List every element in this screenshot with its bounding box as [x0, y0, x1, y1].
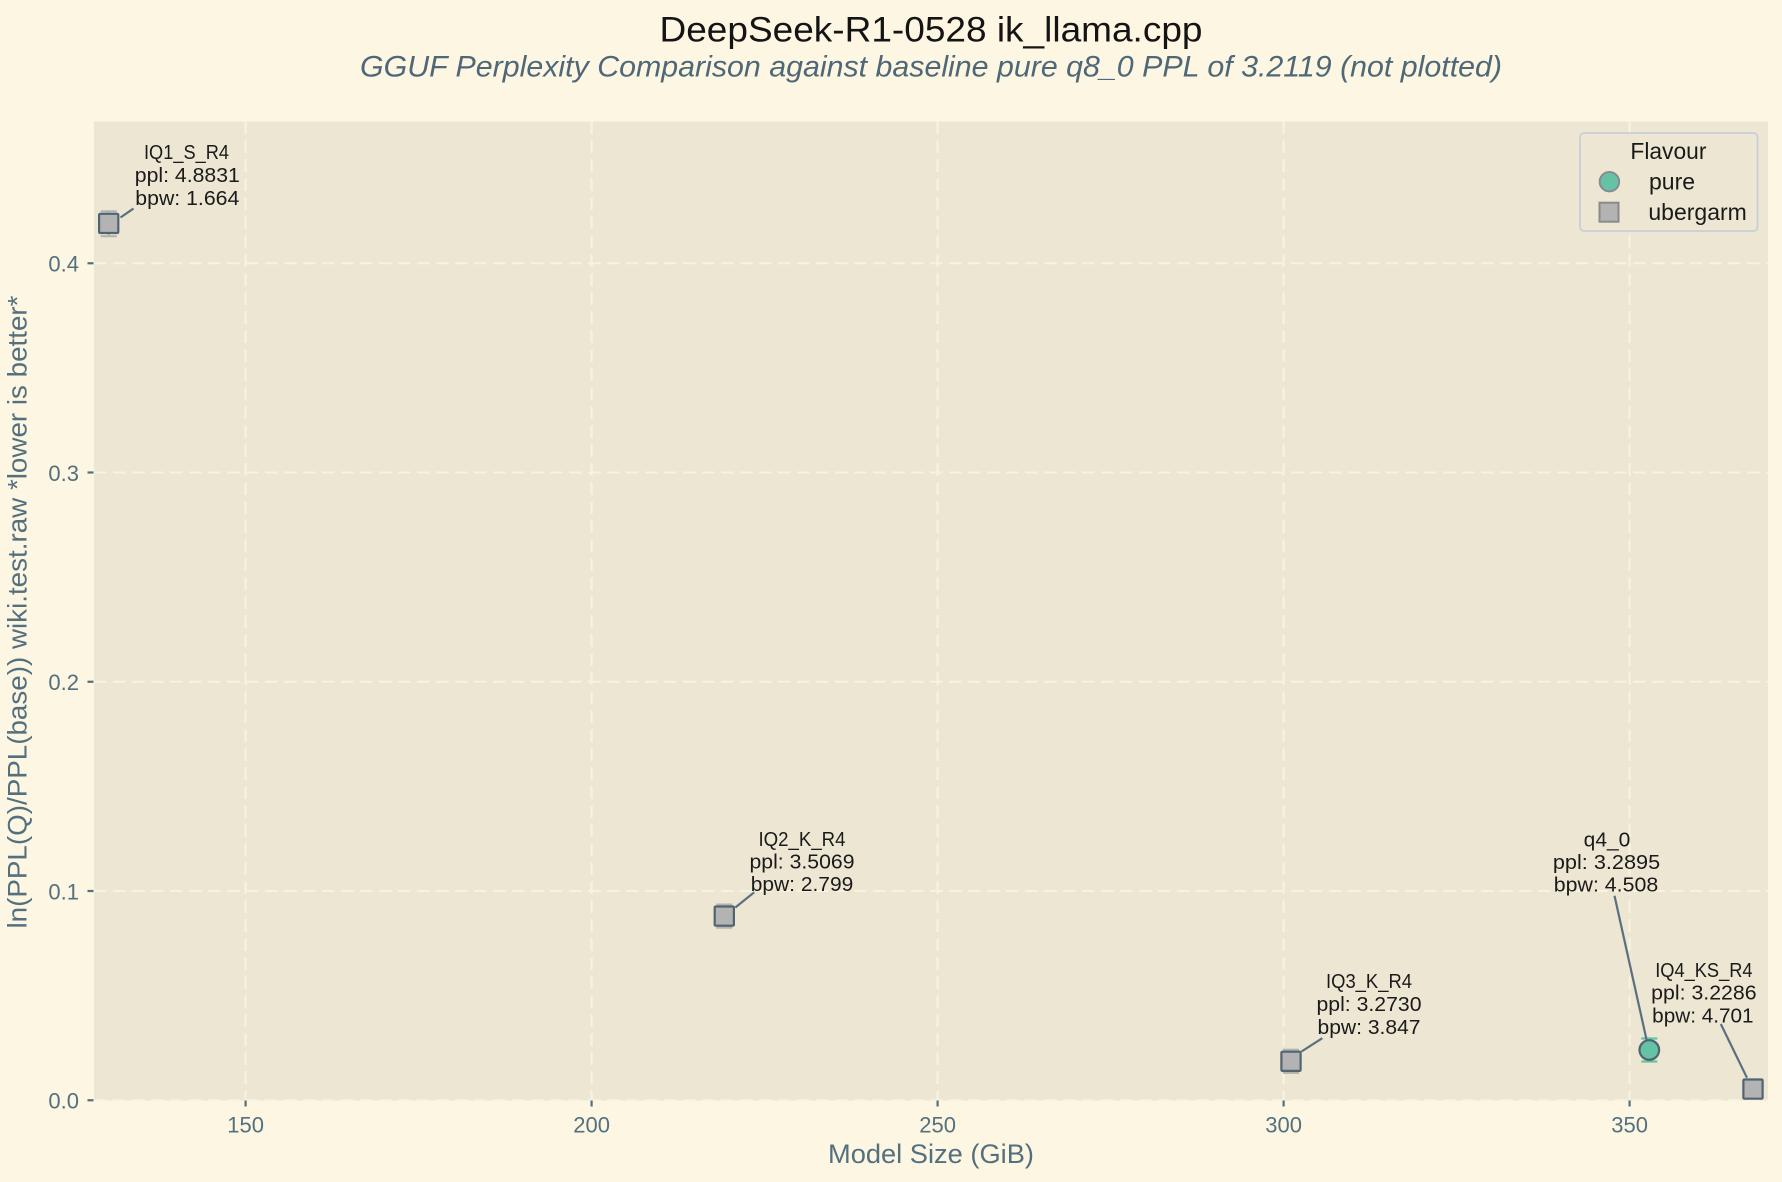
svg-text:IQ4_KS_R4: IQ4_KS_R4 [1655, 960, 1752, 982]
svg-text:ppl: 4.8831: ppl: 4.8831 [135, 165, 240, 187]
svg-text:300: 300 [1265, 1113, 1302, 1138]
svg-text:350: 350 [1611, 1113, 1648, 1138]
svg-text:0.3: 0.3 [48, 461, 79, 486]
svg-text:DeepSeek-R1-0528 ik_llama.cpp: DeepSeek-R1-0528 ik_llama.cpp [660, 11, 1203, 50]
svg-text:bpw: 3.847: bpw: 3.847 [1318, 1017, 1421, 1039]
svg-text:0.4: 0.4 [48, 252, 79, 277]
svg-text:bpw: 4.701: bpw: 4.701 [1652, 1005, 1753, 1027]
svg-text:IQ2_K_R4: IQ2_K_R4 [759, 829, 846, 851]
svg-text:bpw: 1.664: bpw: 1.664 [135, 188, 239, 210]
svg-text:ln(PPL(Q)/PPL(base)) wiki.test: ln(PPL(Q)/PPL(base)) wiki.test.raw *lowe… [3, 296, 33, 929]
svg-text:Flavour: Flavour [1630, 138, 1706, 164]
svg-text:150: 150 [227, 1113, 264, 1138]
svg-text:bpw: 4.508: bpw: 4.508 [1554, 875, 1658, 897]
svg-text:0.1: 0.1 [48, 879, 79, 904]
svg-text:200: 200 [573, 1113, 610, 1138]
svg-text:0.0: 0.0 [48, 1089, 79, 1114]
svg-text:250: 250 [919, 1113, 956, 1138]
svg-text:pure: pure [1649, 169, 1695, 195]
svg-text:ppl: 3.2286: ppl: 3.2286 [1651, 983, 1756, 1005]
svg-text:GGUF Perplexity Comparison aga: GGUF Perplexity Comparison against basel… [360, 51, 1502, 84]
svg-text:ppl: 3.2730: ppl: 3.2730 [1317, 994, 1422, 1016]
svg-text:IQ3_K_R4: IQ3_K_R4 [1326, 971, 1412, 993]
svg-text:ppl: 3.5069: ppl: 3.5069 [750, 852, 855, 874]
svg-text:0.2: 0.2 [48, 670, 79, 695]
svg-text:IQ1_S_R4: IQ1_S_R4 [144, 142, 229, 164]
svg-text:Model Size (GiB): Model Size (GiB) [828, 1139, 1034, 1169]
svg-text:ubergarm: ubergarm [1648, 199, 1746, 225]
svg-text:q4_0: q4_0 [1584, 829, 1631, 851]
svg-text:ppl: 3.2895: ppl: 3.2895 [1553, 852, 1660, 874]
svg-text:bpw: 2.799: bpw: 2.799 [751, 874, 854, 896]
